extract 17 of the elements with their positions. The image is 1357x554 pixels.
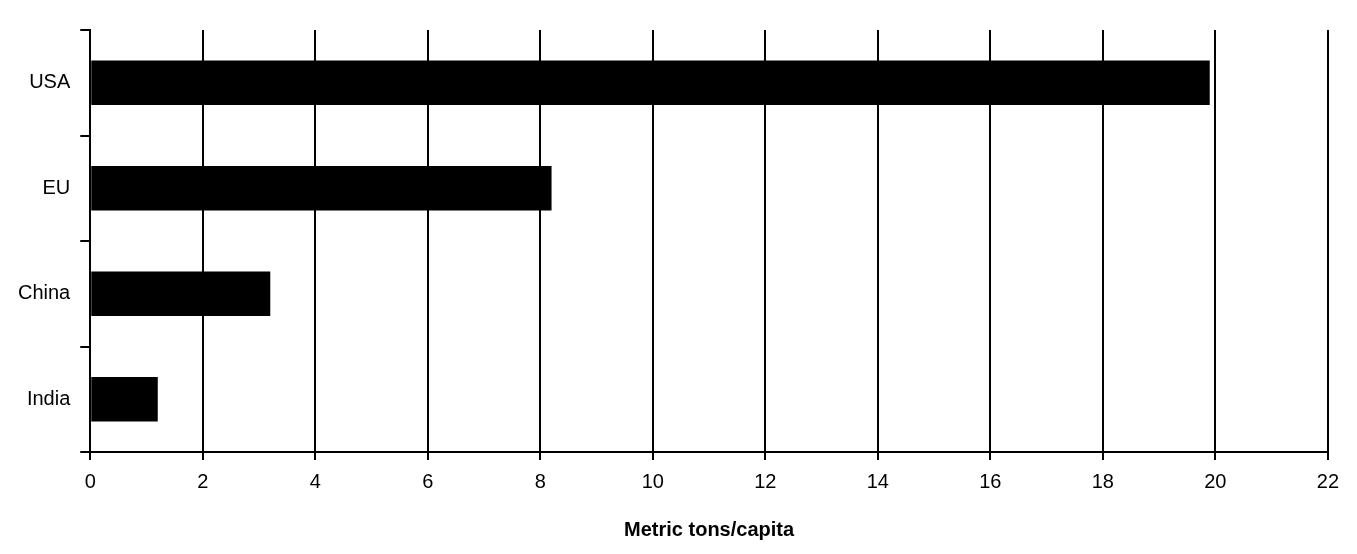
x-tick-label: 14 bbox=[866, 469, 889, 492]
x-tick-label: 6 bbox=[422, 469, 434, 492]
x-tick-label: 10 bbox=[641, 469, 664, 492]
x-tick-label: 12 bbox=[754, 469, 777, 492]
x-tick-label: 0 bbox=[84, 469, 96, 492]
y-tick-label: India bbox=[26, 386, 72, 409]
x-tick-label: 2 bbox=[197, 469, 209, 492]
x-tick-label: 4 bbox=[309, 469, 321, 492]
x-tick-label: 16 bbox=[979, 469, 1002, 492]
y-tick-label: USA bbox=[29, 70, 71, 93]
y-tick-label: China bbox=[17, 281, 72, 304]
x-tick-label: 20 bbox=[1204, 469, 1227, 492]
x-axis-title: Metric tons/capita bbox=[624, 517, 795, 540]
x-tick-label: 18 bbox=[1091, 469, 1114, 492]
x-tick-label: 22 bbox=[1316, 469, 1339, 492]
y-tick-label: EU bbox=[42, 175, 71, 198]
x-tick-label: 8 bbox=[534, 469, 546, 492]
